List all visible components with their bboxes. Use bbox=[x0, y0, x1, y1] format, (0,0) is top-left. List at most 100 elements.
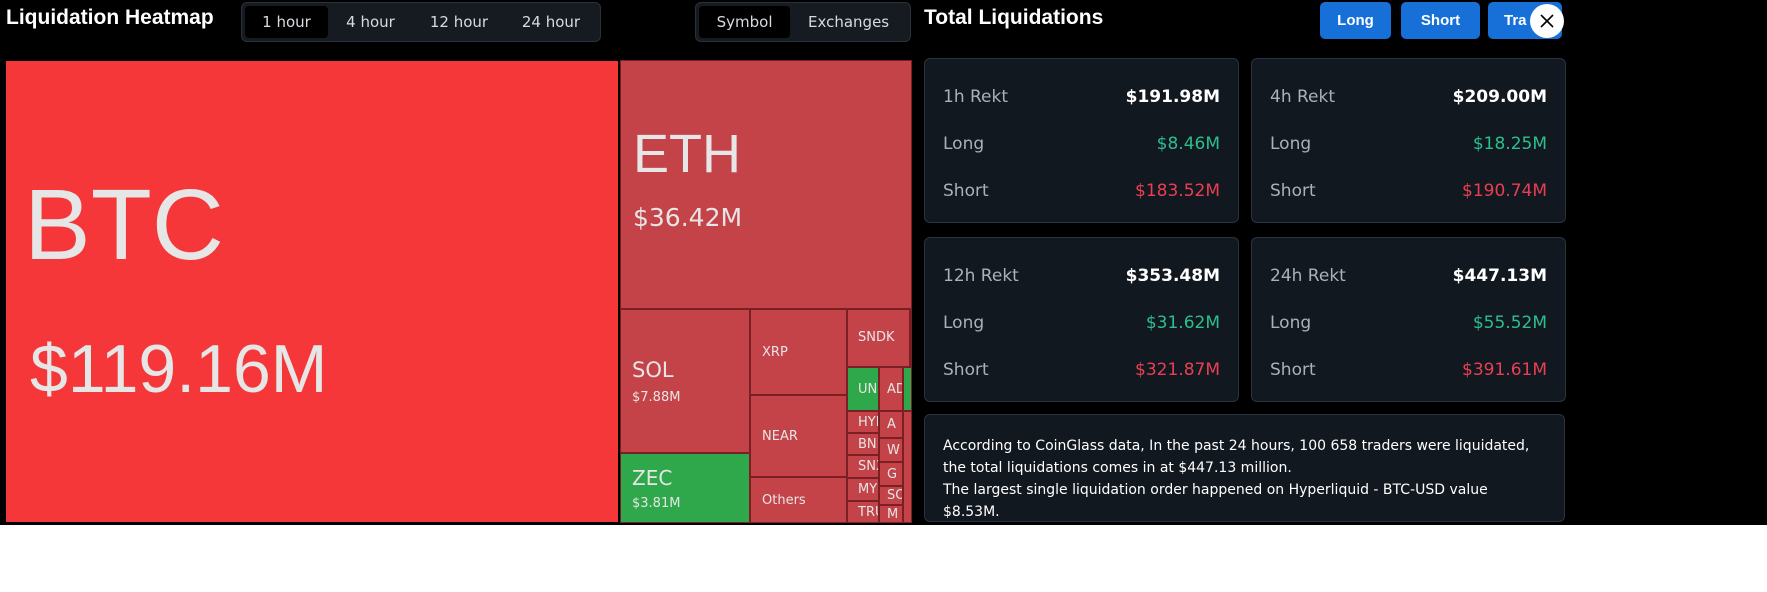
tile-symbol: UN bbox=[858, 381, 878, 397]
tile-symbol: A bbox=[887, 417, 896, 432]
stat-value: $31.62M bbox=[1145, 313, 1220, 333]
stat-label: Long bbox=[943, 134, 985, 154]
tab[interactable]: 12 hour bbox=[429, 13, 489, 31]
stat-row: Short $183.52M bbox=[943, 181, 1220, 201]
stat-value: $8.46M bbox=[1156, 134, 1220, 154]
stat-card: 4h Rekt $209.00M Long $18.25M Short $190.74M bbox=[1251, 58, 1566, 223]
tab[interactable]: Symbol bbox=[699, 6, 791, 38]
tile[interactable]: SOL $7.88M bbox=[620, 309, 750, 453]
tab[interactable]: Exchanges bbox=[808, 13, 890, 31]
stat-row: Short $190.74M bbox=[1270, 181, 1547, 201]
tile[interactable]: W bbox=[879, 438, 903, 462]
tile-symbol: M bbox=[887, 506, 899, 522]
tile[interactable]: G bbox=[879, 462, 903, 486]
tile[interactable] bbox=[903, 367, 912, 411]
tile[interactable]: SNX bbox=[847, 455, 879, 478]
stat-label: Long bbox=[943, 313, 985, 333]
app: Liquidation Heatmap 1 hour 4 hour 12 hou… bbox=[0, 0, 1767, 525]
stat-card: 24h Rekt $447.13M Long $55.52M Short $391.61M bbox=[1251, 237, 1566, 402]
tile[interactable]: SO bbox=[879, 486, 903, 505]
tab[interactable]: 24 hour bbox=[521, 13, 581, 31]
stat-label: 4h Rekt bbox=[1270, 87, 1336, 107]
note-line: The largest single liquidation order hap… bbox=[943, 482, 1488, 520]
tile[interactable]: XRP bbox=[750, 309, 847, 395]
tile[interactable]: Others bbox=[750, 477, 847, 523]
tile[interactable]: SNDK bbox=[847, 309, 910, 367]
tile[interactable]: MY bbox=[847, 478, 879, 501]
stat-row: Long $8.46M bbox=[943, 134, 1220, 154]
tile[interactable] bbox=[903, 411, 912, 523]
stat-value: $321.87M bbox=[1135, 360, 1220, 380]
tile-symbol: ZEC bbox=[632, 465, 673, 490]
long-button[interactable]: Long bbox=[1320, 2, 1391, 39]
tile-symbol: Others bbox=[762, 492, 806, 508]
tile-symbol: SNDK bbox=[858, 330, 895, 345]
stat-value: $447.13M bbox=[1452, 266, 1547, 286]
tile[interactable]: TRU bbox=[847, 501, 879, 523]
stat-row: 12h Rekt $353.48M bbox=[943, 266, 1220, 286]
tile-symbol: HYP bbox=[858, 414, 878, 430]
close-button[interactable] bbox=[1530, 4, 1564, 38]
stat-row: 4h Rekt $209.00M bbox=[1270, 87, 1547, 107]
tile[interactable]: M bbox=[879, 505, 903, 523]
tile-value: $36.42M bbox=[633, 203, 743, 232]
tile-value: $7.88M bbox=[632, 389, 681, 405]
tile-symbol: BNB bbox=[858, 436, 878, 452]
stat-label: 1h Rekt bbox=[943, 87, 1009, 107]
tile-symbol: MY bbox=[858, 482, 878, 497]
tile-symbol: SOL bbox=[632, 357, 674, 382]
tile-symbol: ETH bbox=[633, 124, 741, 184]
tile[interactable]: UN bbox=[847, 367, 879, 411]
stat-label: 24h Rekt bbox=[1270, 266, 1346, 286]
stat-label: Short bbox=[1270, 360, 1316, 380]
stat-label: Short bbox=[1270, 181, 1316, 201]
tile[interactable]: BNB bbox=[847, 433, 879, 455]
tile[interactable]: BTC $119.16M bbox=[5, 60, 619, 523]
stat-row: Short $391.61M bbox=[1270, 360, 1547, 380]
tile[interactable]: A bbox=[879, 411, 903, 438]
tab[interactable]: 1 hour bbox=[245, 6, 328, 38]
tile-symbol: BTC bbox=[24, 169, 224, 281]
short-button[interactable]: Short bbox=[1401, 2, 1480, 39]
note-line: According to CoinGlass data, In the past… bbox=[943, 438, 1530, 476]
stat-value: $55.52M bbox=[1472, 313, 1547, 333]
tile-symbol: W bbox=[887, 442, 900, 458]
stat-row: 1h Rekt $191.98M bbox=[943, 87, 1220, 107]
tile-symbol: XRP bbox=[762, 344, 788, 360]
tile[interactable]: NEAR bbox=[750, 395, 847, 477]
stat-row: Long $31.62M bbox=[943, 313, 1220, 333]
tile-symbol: AD bbox=[887, 381, 902, 397]
stat-row: Long $55.52M bbox=[1270, 313, 1547, 333]
tile-symbol: NEAR bbox=[762, 428, 798, 444]
time-tabs: 1 hour 4 hour 12 hour 24 hour bbox=[241, 2, 601, 42]
tile-value: $3.81M bbox=[632, 495, 681, 511]
stat-value: $191.98M bbox=[1125, 87, 1220, 107]
stat-card: 1h Rekt $191.98M Long $8.46M Short $183.52M bbox=[924, 58, 1239, 223]
stat-row: 24h Rekt $447.13M bbox=[1270, 266, 1547, 286]
stat-label: Short bbox=[943, 360, 989, 380]
stat-label: 12h Rekt bbox=[943, 266, 1019, 286]
stat-value: $209.00M bbox=[1452, 87, 1547, 107]
tile-symbol: TRU bbox=[858, 504, 878, 520]
tile[interactable]: AD bbox=[879, 367, 903, 411]
stat-value: $190.74M bbox=[1462, 181, 1547, 201]
stat-value: $353.48M bbox=[1125, 266, 1220, 286]
stat-label: Short bbox=[943, 181, 989, 201]
stat-row: Long $18.25M bbox=[1270, 134, 1547, 154]
tab[interactable]: 4 hour bbox=[346, 13, 395, 31]
heatmap-title: Liquidation Heatmap bbox=[6, 6, 214, 29]
tile[interactable] bbox=[910, 309, 912, 367]
tile-symbol: G bbox=[887, 466, 898, 482]
treemap: BTC $119.16M ETH $36.42M SOL $7.88M ZEC … bbox=[5, 60, 912, 523]
tile[interactable]: ETH $36.42M bbox=[620, 60, 912, 309]
tile[interactable]: HYP bbox=[847, 411, 879, 433]
tile[interactable]: ZEC $3.81M bbox=[620, 453, 750, 523]
stat-label: Long bbox=[1270, 134, 1312, 154]
stat-value: $391.61M bbox=[1462, 360, 1547, 380]
tile-symbol: SNX bbox=[858, 459, 878, 474]
stat-value: $18.25M bbox=[1472, 134, 1547, 154]
summary-title: Total Liquidations bbox=[924, 6, 1104, 29]
stat-label: Long bbox=[1270, 313, 1312, 333]
